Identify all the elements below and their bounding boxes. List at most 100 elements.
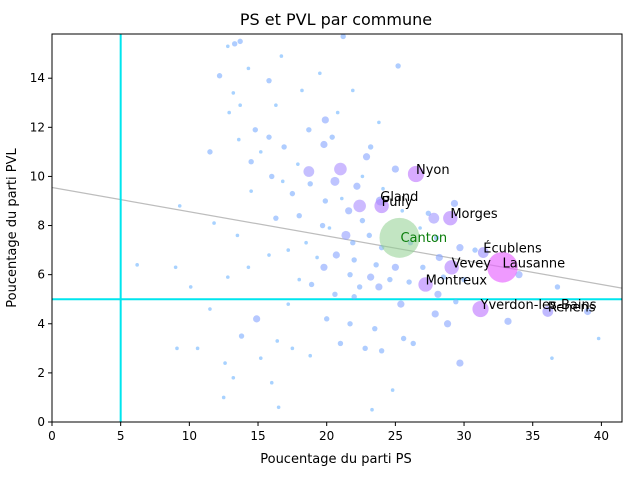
data-point: [395, 63, 401, 69]
data-point: [279, 54, 284, 58]
data-point: [231, 41, 238, 47]
data-point: [238, 333, 245, 339]
data-point: [248, 158, 254, 165]
data-point: [269, 380, 274, 385]
data-point: [434, 290, 442, 298]
data-point: [400, 209, 405, 213]
data-point: [267, 253, 271, 257]
data-point: [554, 284, 561, 290]
data-point: [397, 300, 405, 308]
data-point: [453, 298, 459, 305]
data-point: [375, 283, 383, 291]
y-tick-label: 12: [30, 120, 45, 134]
data-point: [456, 359, 464, 367]
data-point: [461, 276, 467, 283]
data-point: [450, 199, 459, 208]
data-point: [221, 395, 226, 400]
data-point: [323, 316, 330, 322]
labeled-point: [542, 306, 554, 317]
data-point: [351, 257, 357, 263]
data-point: [406, 279, 412, 285]
data-point: [246, 66, 251, 71]
data-point: [237, 38, 243, 45]
y-tick-label: 2: [37, 366, 45, 380]
data-point: [418, 226, 422, 230]
data-point: [341, 230, 351, 240]
data-point: [391, 165, 399, 173]
data-point: [360, 174, 365, 179]
data-point: [378, 348, 385, 354]
data-point: [550, 356, 554, 360]
data-point: [377, 120, 381, 125]
data-point: [226, 275, 230, 279]
data-point: [238, 103, 242, 108]
data-point: [347, 321, 353, 327]
point-label: Vevey: [452, 256, 492, 271]
point-label: Lausanne: [503, 256, 566, 271]
data-point: [290, 346, 295, 351]
data-point: [212, 221, 216, 225]
data-point: [332, 291, 338, 298]
labeled-point: [444, 260, 459, 275]
data-point: [296, 213, 302, 219]
data-point: [410, 340, 416, 347]
point-label: Morges: [450, 207, 498, 222]
labeled-point: [472, 300, 489, 318]
data-point: [472, 247, 478, 253]
data-point: [350, 88, 355, 93]
data-point: [307, 181, 313, 187]
plot-inner: [52, 34, 622, 422]
data-point: [351, 294, 357, 300]
point-label: Montreux: [426, 273, 488, 288]
data-point: [431, 310, 439, 318]
labeled-point: [477, 247, 489, 258]
point-label: Yverdon-les-Bains: [480, 298, 597, 313]
data-point: [173, 265, 178, 270]
data-point: [390, 388, 395, 392]
x-tick-label: 5: [117, 429, 125, 443]
data-point: [273, 215, 279, 221]
x-tick-label: 0: [48, 429, 56, 443]
data-point: [345, 207, 353, 215]
data-point: [296, 162, 300, 166]
data-point: [320, 140, 328, 149]
data-point: [135, 263, 139, 267]
labeled-point: [443, 210, 458, 226]
data-point: [235, 233, 240, 238]
data-point: [425, 210, 432, 216]
data-point: [400, 335, 407, 342]
labeled-point: [487, 251, 518, 283]
data-point: [329, 134, 335, 140]
data-point: [340, 196, 344, 201]
data-point: [443, 320, 452, 328]
data-point: [327, 226, 332, 230]
data-point: [596, 336, 601, 341]
data-point: [269, 173, 275, 180]
data-point: [337, 340, 344, 347]
data-point: [320, 263, 328, 271]
canton-point: [379, 217, 420, 258]
data-point: [456, 244, 464, 252]
data-point: [433, 235, 440, 241]
data-point: [353, 182, 361, 190]
x-tick-label: 35: [525, 429, 540, 443]
data-point: [231, 375, 236, 380]
y-tick-label: 6: [37, 268, 45, 282]
x-tick-label: 10: [182, 429, 197, 443]
data-point: [353, 199, 366, 213]
data-point: [367, 144, 374, 150]
data-point: [188, 285, 193, 289]
x-tick-label: 15: [250, 429, 265, 443]
data-point: [381, 186, 385, 191]
data-point: [440, 274, 447, 280]
labeled-point: [407, 165, 425, 183]
data-point: [216, 73, 223, 79]
data-point: [391, 263, 399, 271]
data-point: [308, 353, 313, 358]
data-point: [356, 284, 363, 290]
data-point: [303, 166, 315, 177]
data-point: [195, 346, 200, 351]
data-point: [236, 137, 241, 142]
